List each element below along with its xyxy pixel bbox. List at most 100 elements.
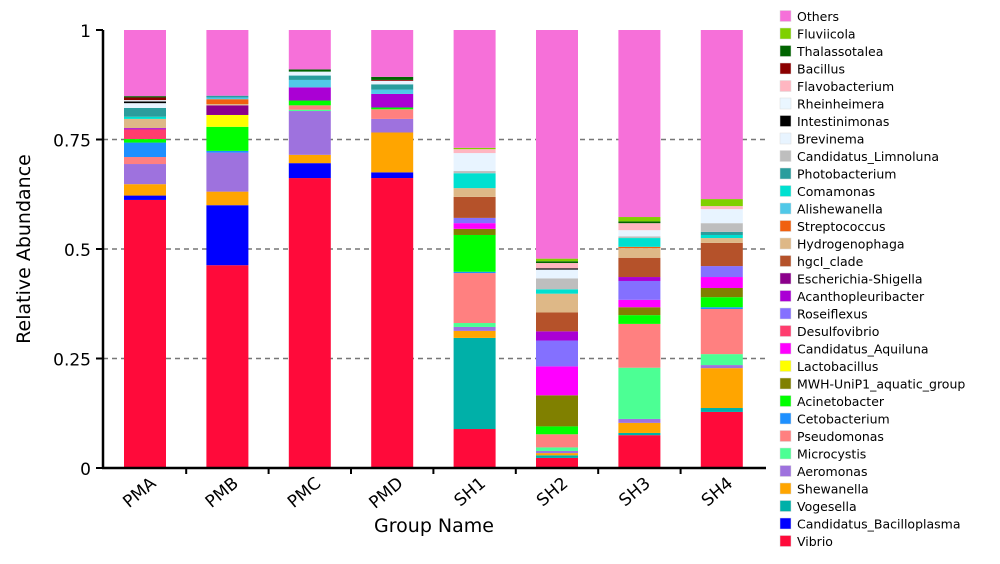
bar-segment-Flavobacterium xyxy=(618,223,661,231)
bar-segment-MWH-UniP1_aquatic_group xyxy=(618,307,661,316)
x-tick-label: PMD xyxy=(365,474,407,514)
bar-segment-Brevinema xyxy=(536,269,578,279)
bar-segment-Photobacterium xyxy=(371,84,414,90)
bar-segment-Vibrio xyxy=(453,429,496,468)
legend-item: Thalassotalea xyxy=(779,44,883,59)
bar-segment-Thalassotalea xyxy=(618,221,661,224)
bar-segment-hgcI_clade xyxy=(618,257,661,278)
x-tick-label: SH3 xyxy=(615,474,654,511)
bar-segment-Aeromonas xyxy=(288,111,331,155)
bar-segment-Comamonas xyxy=(124,116,166,119)
bar-segment-Shewanella xyxy=(206,191,249,206)
bar-segment-Roseiflexus xyxy=(700,266,743,278)
legend-label: Vibrio xyxy=(797,534,833,549)
bar-segment-Shewanella xyxy=(700,368,743,408)
x-tick-labels: PMA PMB PMC PMD SH1 SH2 SH3 SH4 xyxy=(119,468,737,513)
bar-segment-Cetobacterium xyxy=(124,142,166,158)
bar-segment-Others xyxy=(536,30,578,259)
bar-PMD xyxy=(371,30,414,468)
bar-segment-Desulfovibrio xyxy=(124,129,166,140)
legend-label: Candidatus_Aquiluna xyxy=(797,342,929,357)
legend-label: Aeromonas xyxy=(797,464,867,479)
bar-segment-Hydrogenophaga xyxy=(700,238,743,243)
legend-item: Comamonas xyxy=(779,184,875,199)
bar-segment-Microcystis xyxy=(700,354,743,366)
legend-swatch xyxy=(779,272,792,285)
bar-segment-Alishewanella xyxy=(288,79,331,88)
legend-label: Escherichia-Shigella xyxy=(797,272,923,287)
legend-item: Aeromonas xyxy=(779,464,867,479)
legend-label: Photobacterium xyxy=(797,167,896,182)
legend-label: Roseiflexus xyxy=(797,307,868,322)
y-tick-label: 0.25 xyxy=(53,351,91,371)
legend-swatch xyxy=(779,430,792,442)
bar-segment-Shewanella xyxy=(618,422,661,433)
bar-segment-Aeromonas xyxy=(453,326,496,331)
bar-segment-Acinetobacter xyxy=(371,107,414,110)
legend-label: Acanthopleuribacter xyxy=(797,289,925,304)
legend-swatch xyxy=(779,202,792,215)
legend-swatch xyxy=(779,412,792,425)
legend-item: Alishewanella xyxy=(779,202,883,217)
legend-swatch xyxy=(779,132,792,145)
legend-label: Desulfovibrio xyxy=(797,324,879,339)
legend-label: Lactobacillus xyxy=(797,359,878,374)
legend-swatch xyxy=(779,255,792,267)
bar-segment-Vibrio xyxy=(288,178,331,468)
legend-label: hgcI_clade xyxy=(797,254,864,269)
legend-swatch xyxy=(779,167,792,180)
legend-item: Candidatus_Aquiluna xyxy=(779,342,929,357)
bar-segment-MWH-UniP1_aquatic_group xyxy=(536,395,578,427)
bar-segment-Hydrogenophaga xyxy=(453,188,496,197)
bar-SH3 xyxy=(618,30,661,468)
bar-segment-Roseiflexus xyxy=(536,340,578,367)
bar-segment-Vibrio xyxy=(124,199,166,468)
legend-label: Pseudomonas xyxy=(797,429,884,444)
bar-segment-Aeromonas xyxy=(206,152,249,192)
legend-item: Vibrio xyxy=(779,534,833,549)
bar-segment-Acanthopleuribacter xyxy=(124,128,166,130)
legend-label: MWH-UniP1_aquatic_group xyxy=(797,377,965,392)
bar-segment-Candidatus_Aquiluna xyxy=(536,366,578,396)
legend: Others Fluviicola Thalassotalea Bacillus Fla… xyxy=(779,9,965,549)
bar-segment-Vogesella xyxy=(618,432,661,436)
bar-segment-Pseudomonas xyxy=(371,109,414,119)
legend-item: Fluviicola xyxy=(779,27,856,42)
bar-segment-Shewanella xyxy=(536,453,578,456)
legend-item: Streptococcus xyxy=(779,219,886,234)
bar-segment-Microcystis xyxy=(288,109,331,112)
legend-label: Bacillus xyxy=(797,62,845,77)
legend-item: Hydrogenophaga xyxy=(779,237,905,252)
legend-swatch xyxy=(779,482,792,495)
bar-segment-Others xyxy=(288,30,331,70)
bar-segment-Brevinema xyxy=(288,71,331,76)
bar-segment-Acinetobacter xyxy=(288,100,331,106)
x-axis-title: Group Name xyxy=(374,515,494,537)
bar-segment-Others xyxy=(206,30,249,96)
bar-segment-Hydrogenophaga xyxy=(536,293,578,313)
legend-swatch xyxy=(779,395,792,407)
legend-item: Vogesella xyxy=(779,499,857,514)
bar-PMA xyxy=(124,30,166,468)
bar-segment-Pseudomonas xyxy=(453,273,496,324)
bar-segment-Vibrio xyxy=(700,411,743,468)
bar-segment-Others xyxy=(124,30,166,97)
legend-item: Flavobacterium xyxy=(779,79,894,94)
legend-swatch xyxy=(779,115,792,127)
bar-segment-Flavobacterium xyxy=(536,263,578,269)
bar-segment-Thalassotalea xyxy=(371,76,414,80)
bar-segment-Pseudomonas xyxy=(536,434,578,448)
legend-item: Shewanella xyxy=(779,482,869,497)
legend-label: Shewanella xyxy=(797,482,869,497)
bar-segment-Intestinimonas xyxy=(124,101,166,104)
x-tick-label: SH1 xyxy=(451,474,490,511)
bar-segment-Brevinema xyxy=(700,209,743,224)
bar-segment-Candidatus_Bacilloplasma xyxy=(288,163,331,179)
bar-segment-Fluviicola xyxy=(536,258,578,262)
legend-swatch xyxy=(779,517,792,530)
bar-segment-Comamonas xyxy=(453,173,496,189)
bar-segment-Candidatus_Aquiluna xyxy=(618,299,661,308)
legend-swatch xyxy=(779,220,792,232)
legend-swatch xyxy=(779,80,792,92)
bar-segment-Candidatus_Bacilloplasma xyxy=(124,195,166,200)
